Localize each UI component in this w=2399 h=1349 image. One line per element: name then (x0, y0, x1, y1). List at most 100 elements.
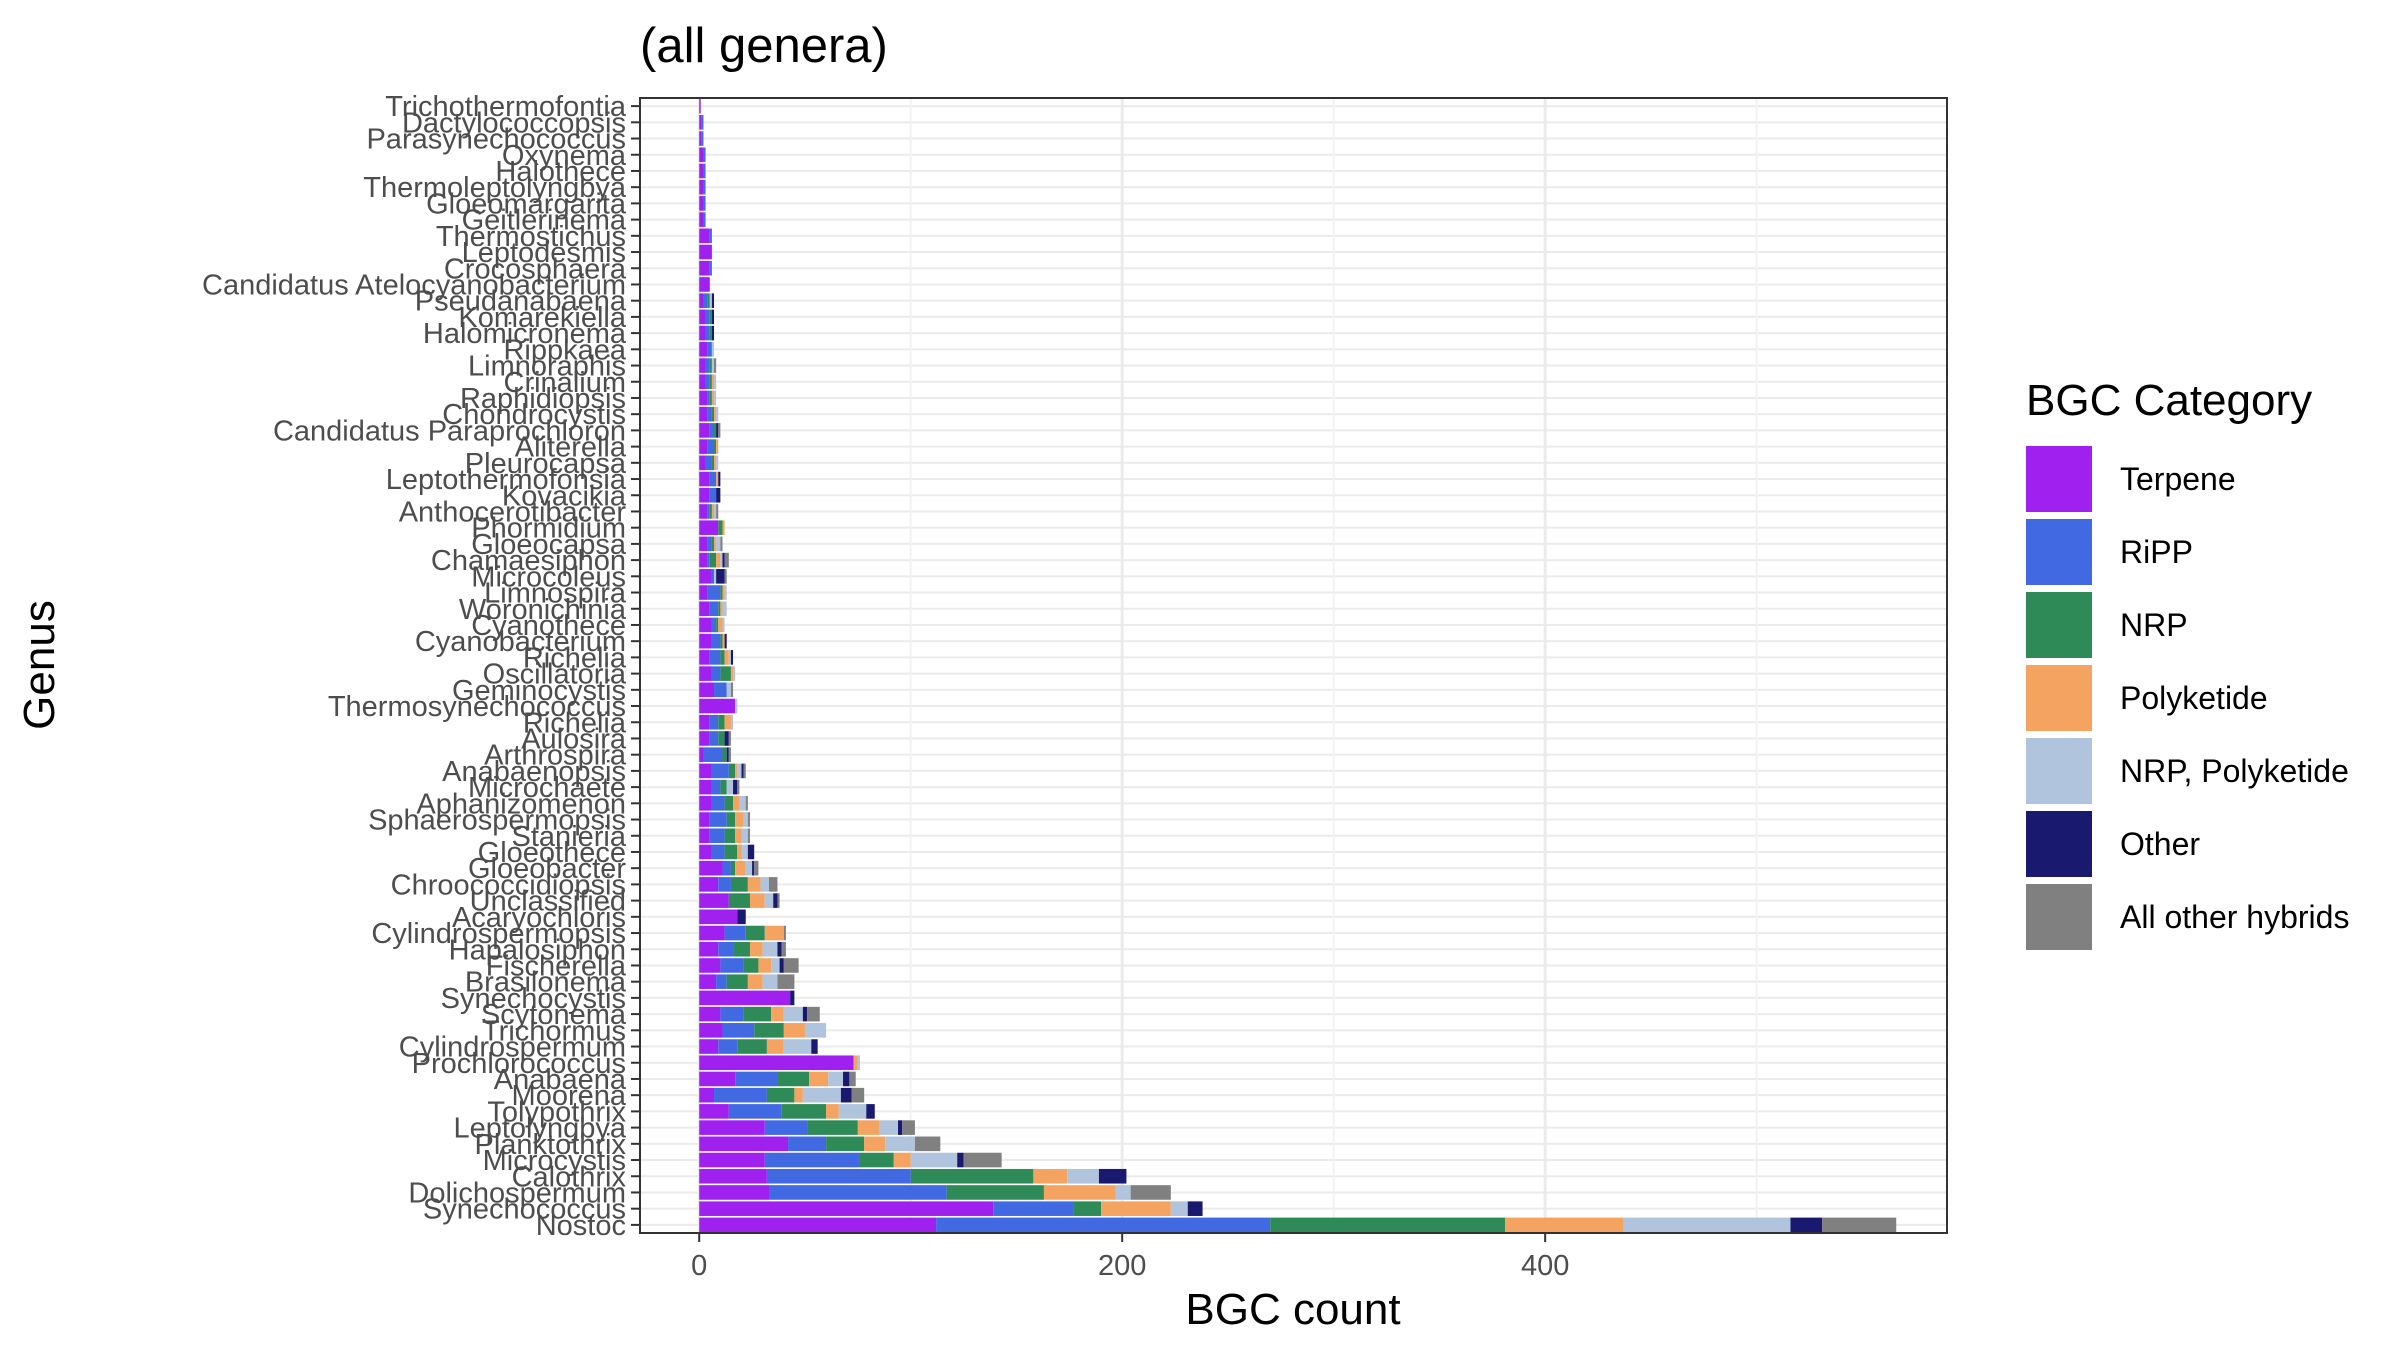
bar-segment (804, 1023, 827, 1038)
y-tick-label: Candidatus Paraprochloron (273, 415, 626, 447)
bar-segment (910, 1168, 1034, 1184)
y-tick-label: Limnospira (484, 578, 627, 610)
bar-segment (730, 650, 734, 665)
bar-segment (838, 1104, 867, 1119)
bar-segment (722, 1023, 755, 1038)
bar-segment (878, 1120, 899, 1135)
y-tick-label: Cylindrospermum (399, 1032, 626, 1064)
bar-segment (699, 893, 729, 908)
bar-segment (699, 1185, 770, 1200)
bar-segment (741, 763, 744, 779)
bar-segment (783, 1006, 803, 1022)
y-tick-label: Thermostichus (436, 221, 626, 253)
bar-segment (857, 1120, 879, 1135)
bar-segment (699, 471, 710, 487)
plot-background (640, 98, 1947, 1233)
bar-segment (728, 1104, 782, 1119)
legend-swatch (2026, 738, 2092, 804)
legend-label: Polyketide (2120, 680, 2268, 716)
bar-segment (699, 455, 706, 471)
bar-segment (699, 163, 704, 179)
y-tick-label: Gloeomargarita (426, 188, 627, 220)
bar-segment (714, 374, 717, 390)
y-tick-label: Hapalosiphon (449, 934, 626, 966)
bar-segment (743, 763, 746, 779)
bar-segment (735, 698, 738, 714)
bar-segment (902, 1120, 915, 1135)
bar-segment (773, 893, 778, 908)
bar-segment (718, 601, 721, 617)
bar-segment (730, 682, 734, 698)
bar-segment (724, 828, 736, 844)
bar-segment (714, 569, 717, 584)
bar-segment (707, 439, 715, 454)
bar-segment (699, 569, 712, 584)
bar-segment (720, 536, 723, 552)
bar-segment (718, 877, 731, 892)
bar-segment (1073, 1201, 1102, 1216)
bar-segment (788, 1136, 827, 1152)
bar-segment (699, 536, 708, 552)
y-tick-label: Anabaena (494, 1064, 627, 1096)
bar-segment (707, 552, 710, 568)
y-tick-label: Trichothermofontia (385, 91, 627, 123)
y-tick-label: Gloeothece (478, 837, 626, 869)
bar-segment (714, 1087, 767, 1103)
bar-segment (699, 1087, 715, 1103)
bar-segment (741, 828, 748, 844)
bar-segment (720, 601, 723, 617)
bar-segment (849, 1071, 856, 1087)
bar-segment (771, 1006, 784, 1022)
legend-label: RiPP (2120, 534, 2193, 570)
bar-segment (743, 1006, 772, 1022)
bar-segment (1067, 1168, 1099, 1184)
bar-segment (766, 1087, 795, 1103)
bar-segment (699, 763, 712, 779)
bar-segment (807, 1006, 820, 1022)
legend-label: All other hybrids (2120, 899, 2349, 935)
bar-segment (811, 1039, 818, 1054)
y-tick-label: Gloeobacter (468, 853, 626, 885)
y-tick-label: Planktothrix (474, 1129, 626, 1161)
bar-segment (699, 812, 710, 827)
bar-segment (709, 293, 712, 308)
bar-segment (724, 569, 727, 584)
y-tick-label: Phormidium (471, 513, 626, 545)
y-tick-label: Chondrocystis (442, 399, 626, 431)
bar-segment (699, 325, 706, 341)
bar-segment (711, 666, 721, 681)
bar-segment (781, 1104, 827, 1119)
bar-segment (699, 1006, 721, 1022)
bar-segment (705, 455, 712, 471)
bar-segment (699, 698, 736, 714)
bar-segment (720, 633, 723, 649)
bar-segment (705, 325, 710, 341)
bar-segment (828, 1071, 844, 1087)
legend-label: Other (2120, 826, 2200, 862)
bar-segment (762, 941, 778, 957)
bar-segment (699, 520, 719, 535)
plot-border (639, 97, 1948, 1234)
bar-segment (699, 1039, 719, 1054)
bar-segment (957, 1152, 964, 1168)
bar-segment (699, 439, 708, 454)
bar-segment (764, 1120, 808, 1135)
bar-segment (724, 633, 727, 649)
bar-segment (762, 974, 778, 989)
bar-segment (735, 828, 742, 844)
bar-segment (859, 1152, 894, 1168)
bar-segment (864, 1136, 886, 1152)
bar-segment (711, 325, 715, 341)
bar-segment (754, 860, 759, 876)
bar-segment (699, 179, 704, 195)
bar-segment (1098, 1168, 1127, 1184)
y-tick-label: Synechocystis (441, 983, 626, 1015)
bar-segment (749, 941, 763, 957)
bar-segment (699, 585, 708, 600)
bar-segment (711, 390, 715, 406)
bar-segment (722, 747, 727, 762)
y-axis-title: Genus (15, 600, 64, 730)
bar-segment (726, 682, 731, 698)
bar-segment (739, 796, 746, 811)
